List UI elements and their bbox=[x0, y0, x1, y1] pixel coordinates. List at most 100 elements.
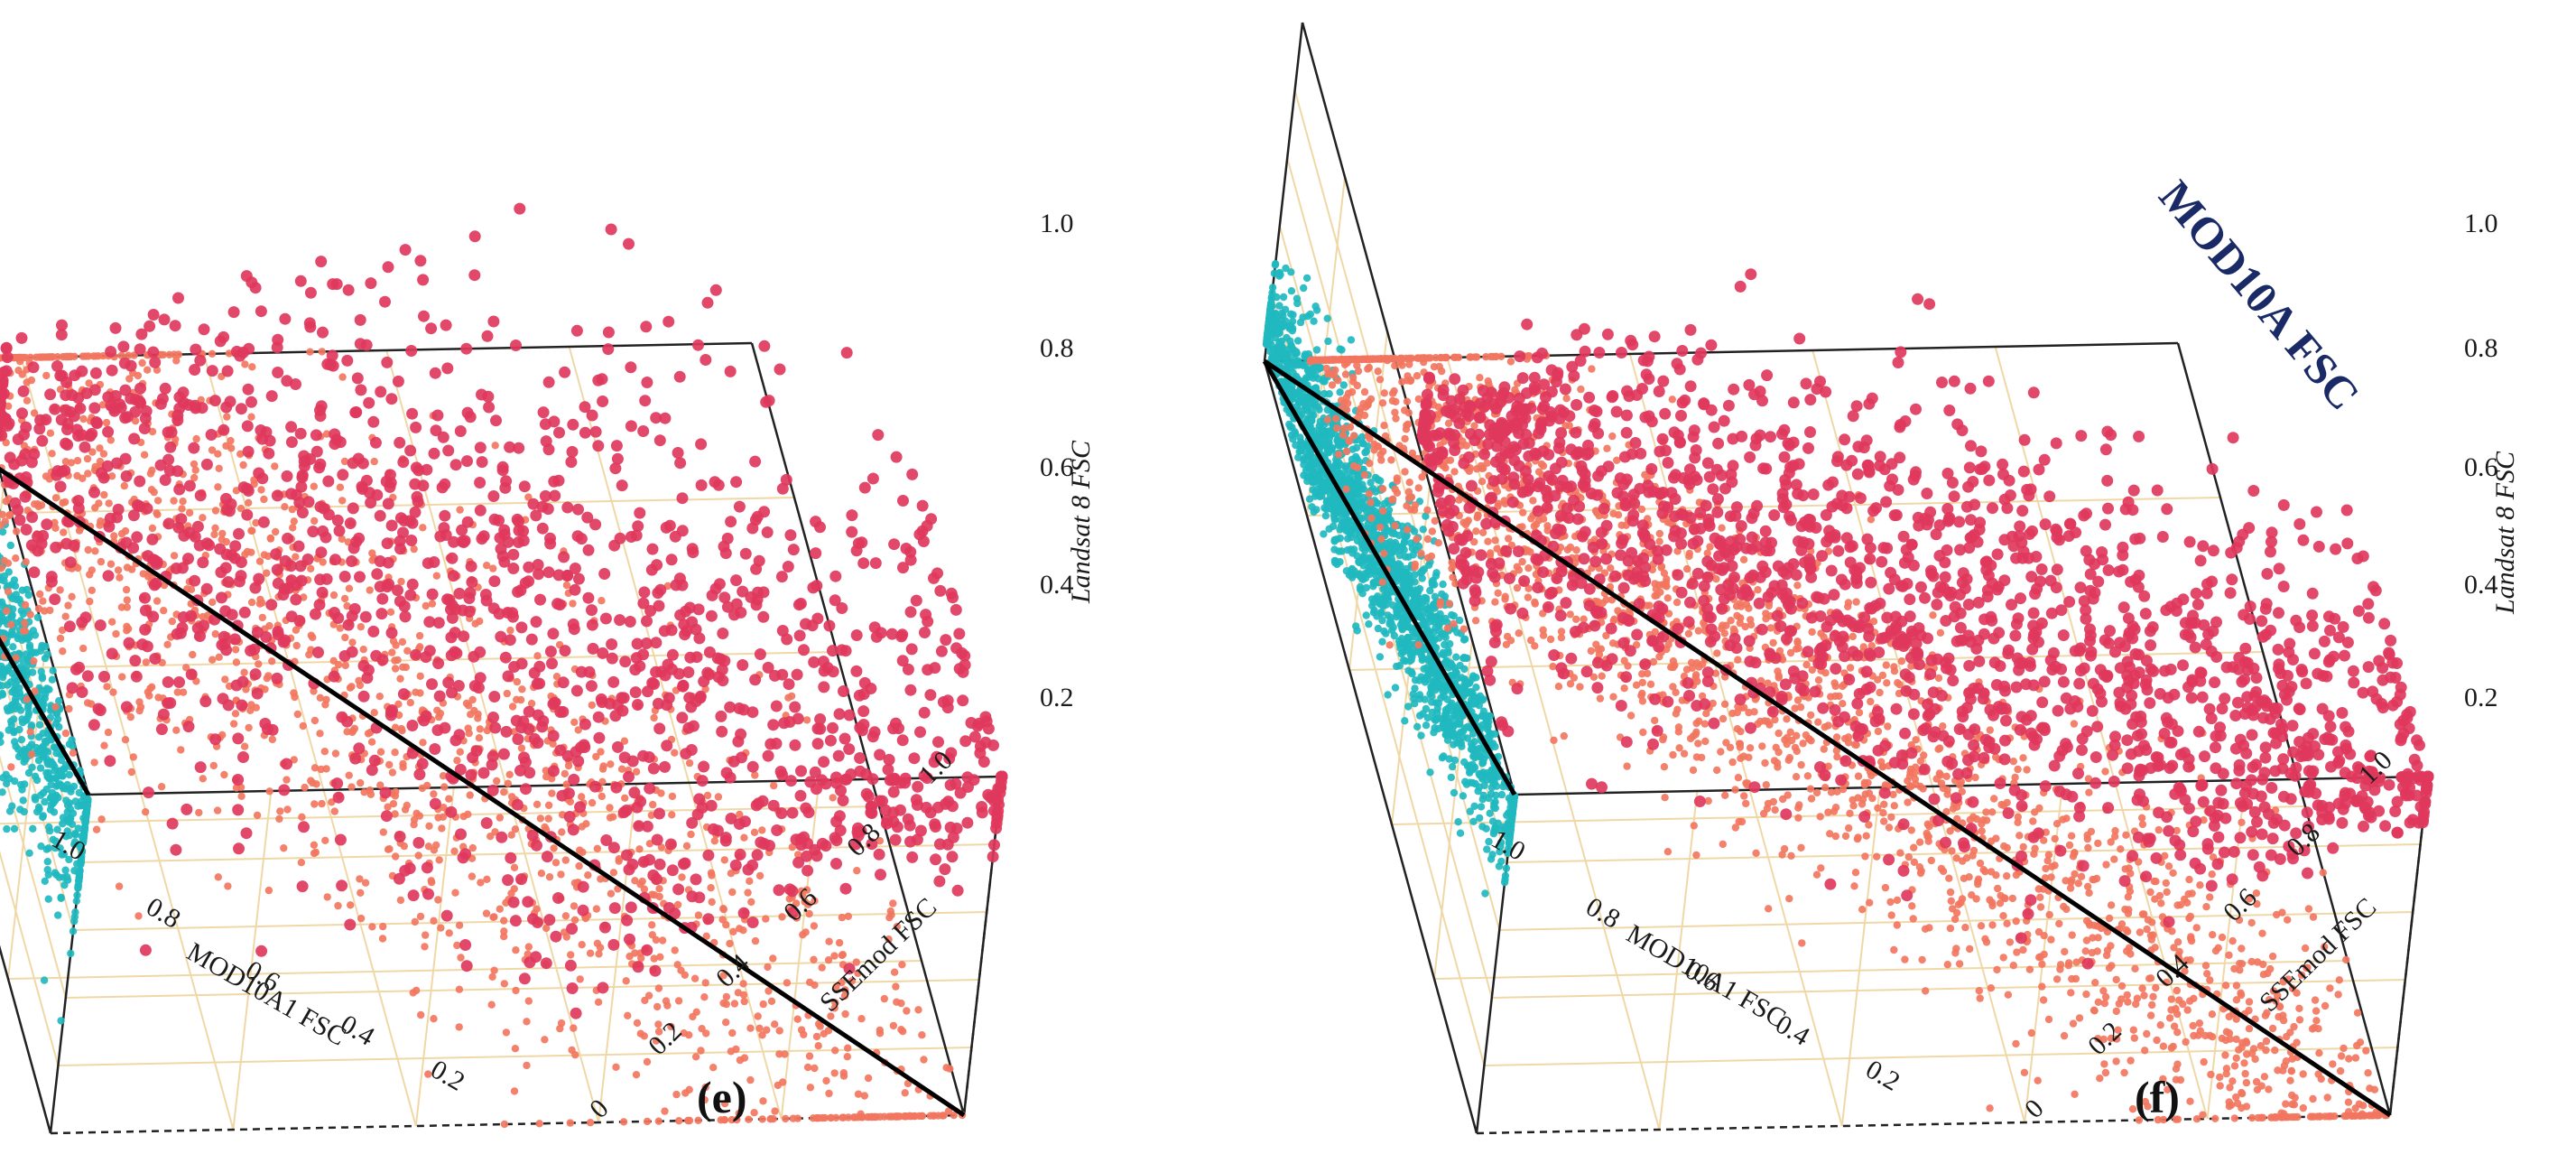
scatter3d-panel-e: 1.00.80.60.40.200.20.40.60.81.00.20.40.6… bbox=[0, 202, 1074, 1135]
point-series-xyz bbox=[611, 452, 624, 465]
point-series-xyz bbox=[394, 535, 406, 547]
point-series-xyz bbox=[221, 365, 234, 377]
point-series-yz bbox=[424, 1070, 432, 1078]
point-series-xyz bbox=[134, 396, 146, 408]
point-series-yz bbox=[89, 352, 97, 360]
point-series-yz bbox=[474, 714, 482, 722]
point-series-yz bbox=[90, 758, 98, 767]
point-series-yz bbox=[575, 861, 583, 870]
point-series-yz bbox=[291, 693, 299, 702]
point-series-yz bbox=[105, 499, 113, 507]
point-series-yz bbox=[88, 566, 97, 574]
point-series-yz bbox=[263, 569, 271, 577]
point-series-yz bbox=[803, 1063, 812, 1072]
point-series-xyz bbox=[512, 586, 524, 598]
point-series-xyz bbox=[382, 261, 394, 274]
point-series-xyz bbox=[547, 628, 560, 640]
point-series-yz bbox=[97, 517, 105, 526]
point-series-xyz bbox=[360, 339, 373, 351]
point-series-yz bbox=[316, 730, 324, 738]
point-series-yz bbox=[370, 457, 378, 466]
point-series-yz bbox=[456, 748, 464, 756]
point-series-xyz bbox=[248, 643, 261, 656]
point-series-xyz bbox=[850, 629, 863, 641]
point-series-xyz bbox=[214, 335, 227, 348]
point-series-xz bbox=[6, 678, 14, 686]
point-series-xyz bbox=[394, 436, 406, 449]
point-series-yz bbox=[694, 1116, 702, 1125]
point-series-xyz bbox=[745, 591, 757, 603]
point-series-xyz bbox=[431, 409, 444, 422]
point-series-xyz bbox=[346, 555, 358, 567]
point-series-yz bbox=[746, 1024, 755, 1032]
point-series-yz bbox=[153, 510, 162, 518]
point-series-yz bbox=[99, 352, 107, 360]
grid-line bbox=[202, 353, 417, 1127]
point-series-yz bbox=[506, 626, 514, 635]
point-series-yz bbox=[490, 966, 498, 974]
point-series-xyz bbox=[746, 522, 759, 535]
point-series-xyz bbox=[890, 717, 902, 730]
point-series-yz bbox=[598, 765, 607, 773]
point-series-xyz bbox=[756, 795, 769, 807]
point-series-yz bbox=[211, 629, 219, 638]
point-series-xz bbox=[57, 781, 66, 790]
point-series-yz bbox=[620, 737, 629, 745]
point-series-xz bbox=[57, 1017, 65, 1025]
point-series-yz bbox=[208, 598, 217, 607]
point-series-xyz bbox=[551, 598, 564, 610]
point-series-yz bbox=[841, 1010, 849, 1019]
point-series-yz bbox=[310, 800, 319, 808]
point-series-yz bbox=[690, 974, 700, 982]
point-series-yz bbox=[511, 825, 520, 833]
point-series-yz bbox=[567, 951, 575, 959]
point-series-xyz bbox=[653, 600, 665, 612]
point-series-yz bbox=[701, 1083, 709, 1092]
point-series-xyz bbox=[278, 784, 291, 796]
point-series-yz bbox=[440, 804, 448, 812]
point-series-yz bbox=[121, 736, 130, 744]
point-series-xz bbox=[52, 749, 60, 758]
point-series-xyz bbox=[384, 469, 396, 481]
point-series-yz bbox=[100, 490, 108, 499]
point-series-yz bbox=[503, 689, 511, 698]
point-series-yz bbox=[720, 1100, 729, 1108]
point-series-yz bbox=[860, 1092, 868, 1100]
point-series-xyz bbox=[19, 490, 32, 503]
point-series-xyz bbox=[272, 626, 284, 637]
point-series-xyz bbox=[562, 787, 575, 800]
point-series-xyz bbox=[625, 361, 637, 374]
point-series-yz bbox=[578, 793, 586, 801]
point-series-xyz bbox=[66, 389, 79, 402]
point-series-yz bbox=[153, 497, 162, 505]
point-series-xyz bbox=[298, 455, 310, 468]
point-series-xyz bbox=[724, 771, 737, 784]
point-series-yz bbox=[734, 989, 743, 997]
point-series-yz bbox=[727, 1115, 736, 1124]
point-series-yz bbox=[135, 706, 144, 715]
point-series-yz bbox=[830, 952, 839, 960]
point-series-yz bbox=[805, 909, 813, 918]
point-series-yz bbox=[440, 783, 449, 791]
point-series-xyz bbox=[214, 543, 227, 555]
point-series-xyz bbox=[109, 321, 122, 334]
point-series-xyz bbox=[608, 902, 621, 915]
point-series-xyz bbox=[632, 961, 644, 973]
point-series-yz bbox=[367, 738, 376, 746]
point-series-xz bbox=[69, 927, 78, 935]
point-series-xyz bbox=[641, 377, 653, 388]
point-series-yz bbox=[710, 837, 718, 845]
point-series-yz bbox=[321, 836, 329, 844]
point-series-xyz bbox=[818, 681, 830, 693]
axis-edge bbox=[0, 468, 90, 796]
point-series-yz bbox=[464, 724, 472, 732]
point-series-xyz bbox=[515, 621, 528, 634]
point-series-xyz bbox=[426, 678, 438, 691]
point-series-yz bbox=[825, 1089, 833, 1098]
point-series-xyz bbox=[839, 645, 852, 657]
point-series-yz bbox=[468, 872, 477, 880]
point-series-yz bbox=[18, 370, 26, 378]
point-series-yz bbox=[316, 693, 324, 702]
point-series-yz bbox=[322, 765, 330, 773]
point-series-yz bbox=[336, 483, 345, 491]
